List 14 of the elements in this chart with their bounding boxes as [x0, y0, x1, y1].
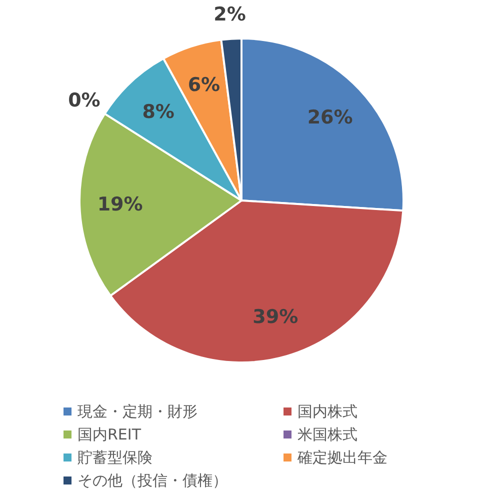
data-label: 8%	[142, 100, 174, 123]
legend-label: 米国株式	[298, 426, 358, 444]
legend-label: その他（投信・債権）	[78, 472, 228, 490]
data-label: 6%	[188, 74, 220, 96]
legend-label: 国内REIT	[78, 426, 142, 444]
legend-label: 現金・定期・財形	[78, 402, 198, 420]
legend-label: 国内株式	[298, 402, 358, 420]
data-label: 26%	[307, 106, 353, 128]
legend-label: 貯蓄型保険	[78, 448, 152, 466]
data-label: 19%	[97, 193, 143, 216]
data-label: 39%	[252, 306, 298, 328]
data-label: 2%	[214, 4, 246, 26]
legend-label: 確定拠出年金	[296, 448, 388, 466]
text: 0%	[68, 90, 100, 112]
